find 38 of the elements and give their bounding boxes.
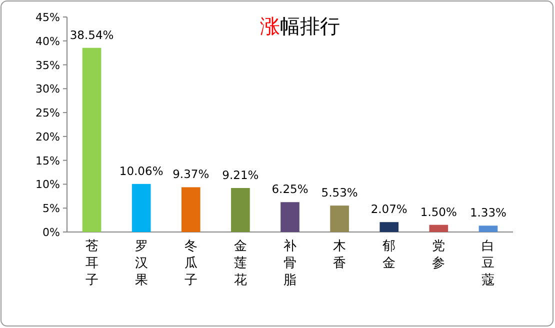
y-tick-label: 30%: [36, 82, 60, 96]
x-tick-label: 郁金: [382, 239, 396, 271]
data-label: 10.06%: [119, 164, 164, 178]
x-tick-label: 党参: [432, 239, 446, 271]
y-tick-label: 15%: [36, 154, 60, 168]
y-tick-label: 10%: [36, 178, 60, 192]
y-tick-label: 25%: [36, 106, 60, 120]
bar: [132, 184, 151, 232]
data-label: 5.53%: [321, 186, 358, 200]
x-tick-label: 罗汉果: [134, 239, 148, 288]
data-label: 2.07%: [370, 202, 408, 216]
x-tick-label: 金莲花: [234, 239, 247, 288]
bar: [380, 222, 399, 232]
y-tick-label: 35%: [36, 58, 60, 72]
x-tick-label: 补骨脂: [284, 239, 296, 288]
y-tick-label: 5%: [42, 202, 60, 216]
chart-title: 涨幅排行: [260, 14, 340, 38]
x-tick-label: 冬瓜子: [184, 239, 198, 288]
bar: [231, 188, 250, 232]
bar: [330, 206, 349, 232]
data-label: 6.25%: [272, 182, 308, 196]
y-tick-label: 45%: [36, 11, 60, 24]
bar: [429, 224, 448, 232]
data-label: 1.50%: [420, 204, 457, 219]
x-tick-label: 白豆蔻: [482, 239, 495, 288]
data-label: 9.21%: [222, 168, 259, 182]
bar: [478, 226, 498, 232]
y-tick-label: 20%: [36, 130, 60, 144]
x-tick-label: 木香: [333, 239, 346, 271]
y-tick-label: 0%: [42, 226, 60, 239]
data-label: 9.37%: [172, 167, 210, 182]
y-tick-label: 40%: [36, 34, 60, 48]
x-tick-label: 苍耳子: [85, 239, 98, 288]
data-label: 38.54%: [70, 28, 114, 42]
bar: [82, 48, 102, 232]
bar: [280, 202, 300, 232]
data-label: 1.33%: [470, 206, 507, 220]
bar: [181, 187, 200, 232]
